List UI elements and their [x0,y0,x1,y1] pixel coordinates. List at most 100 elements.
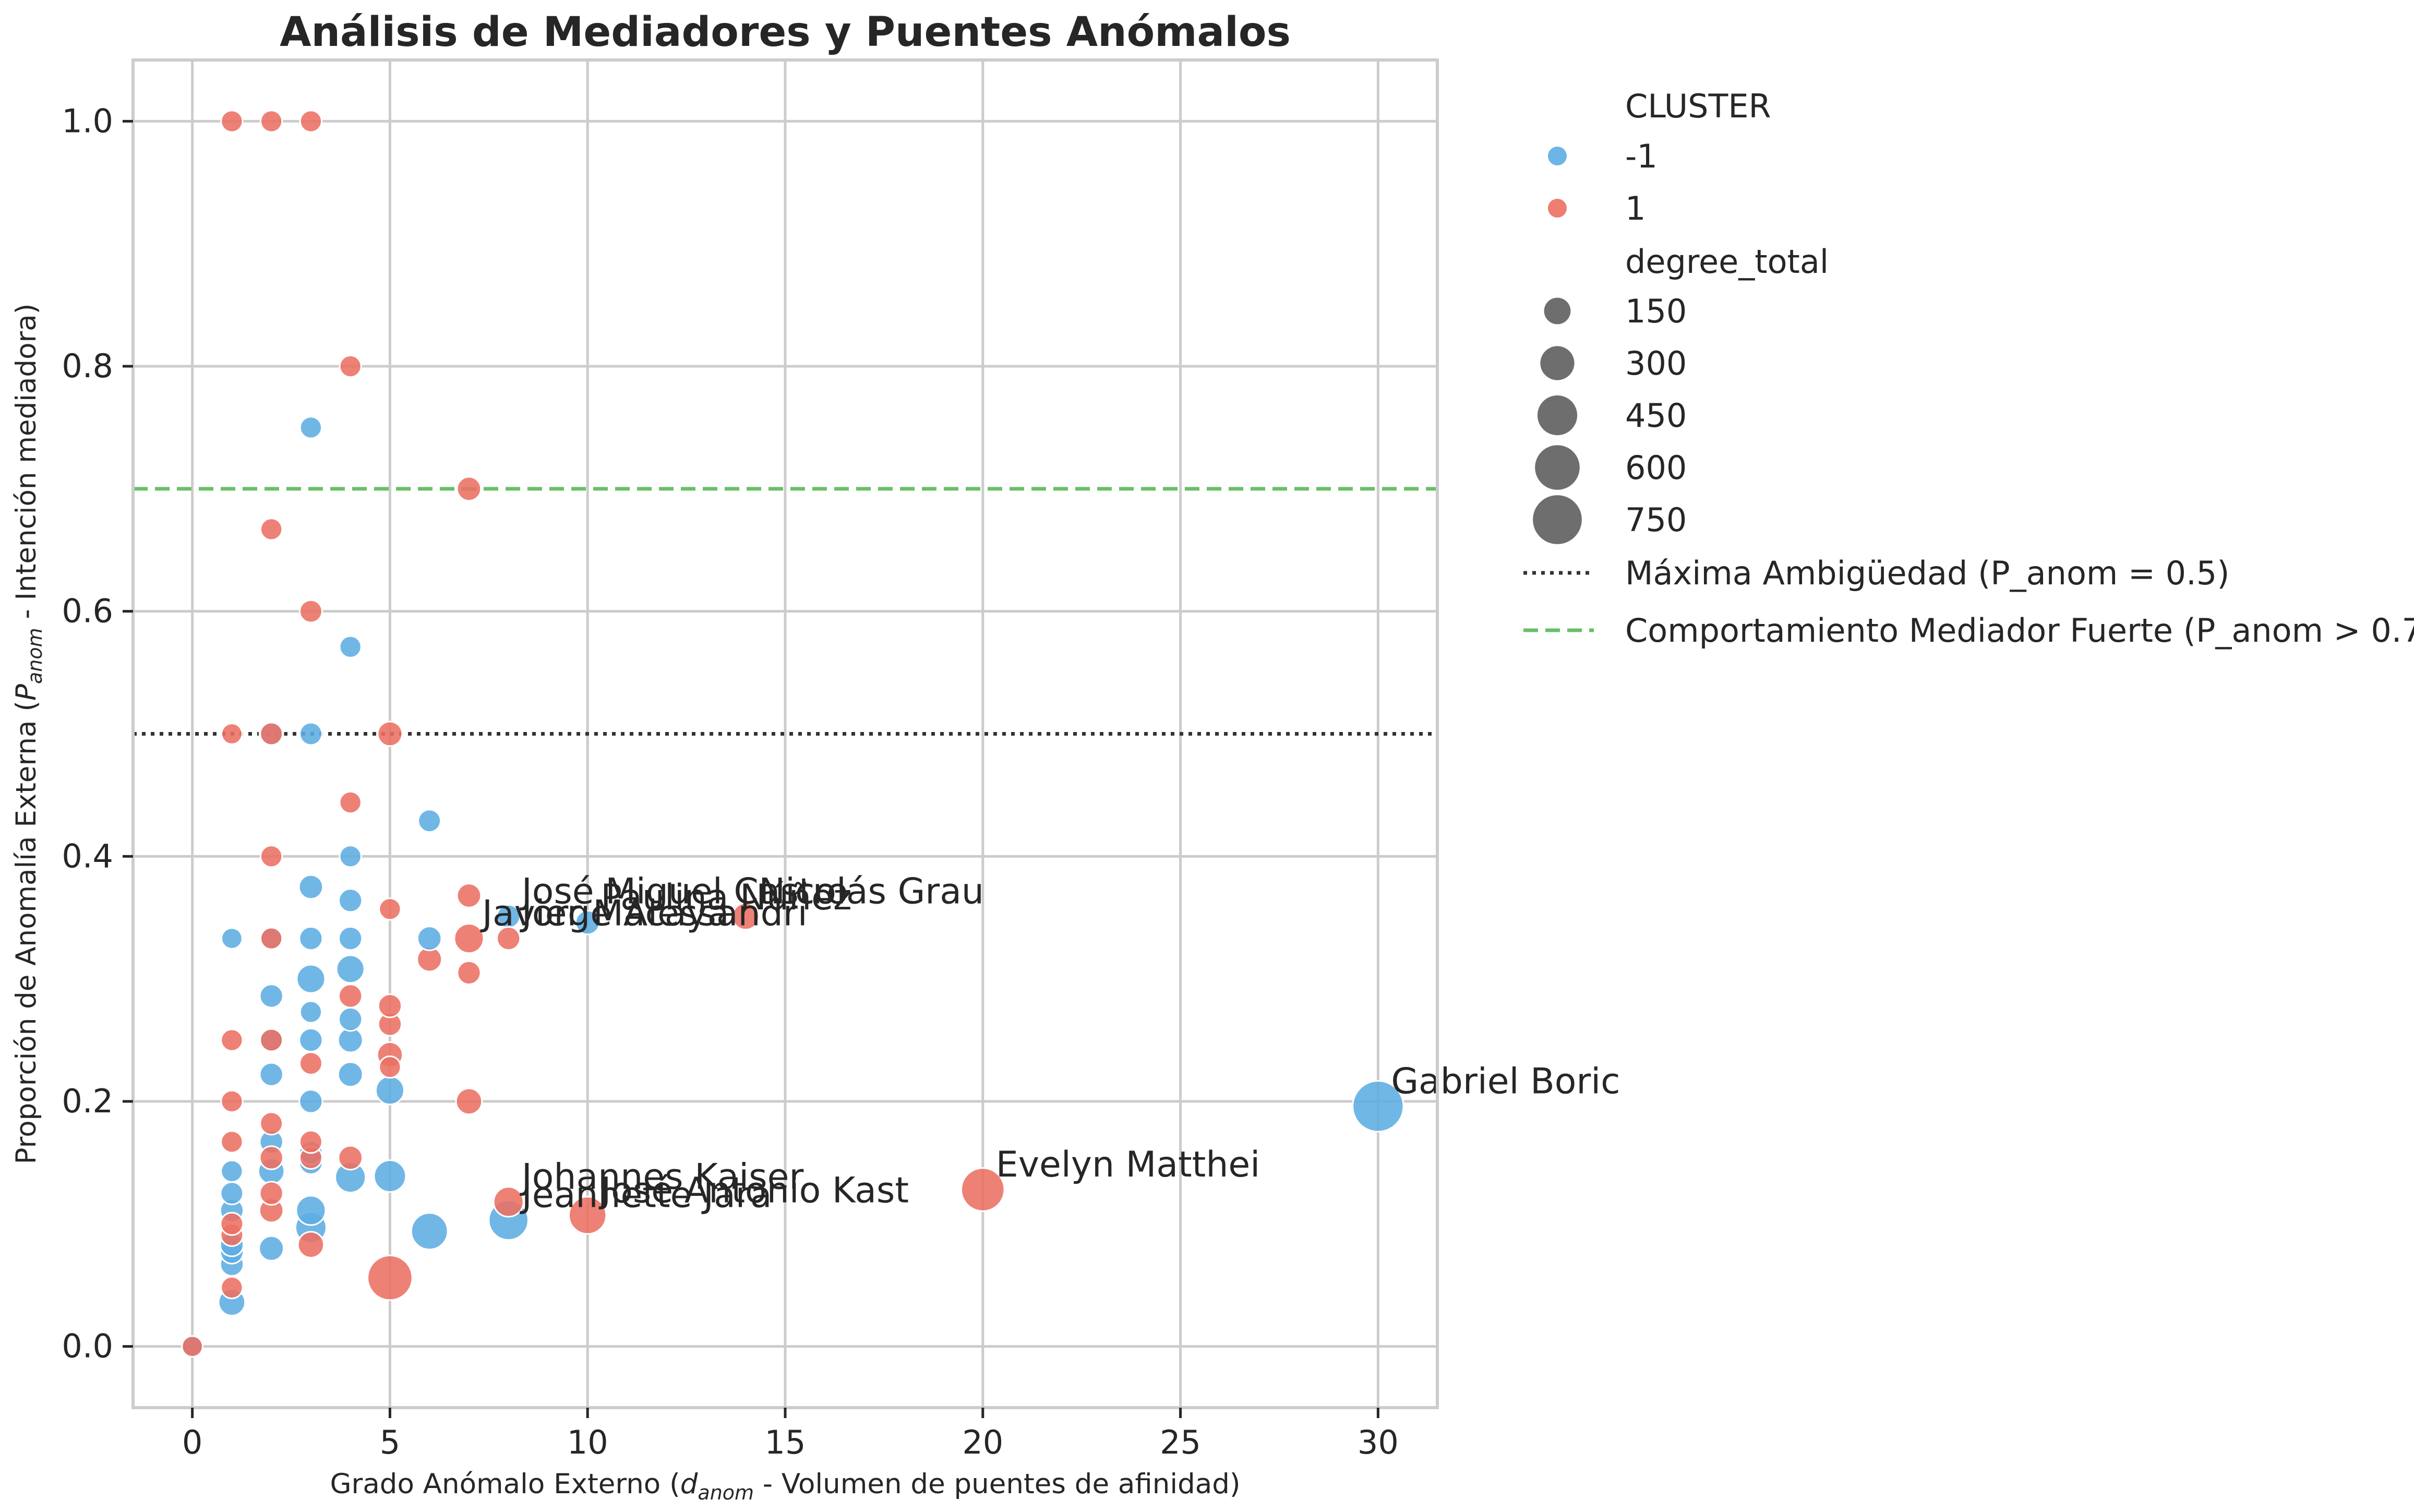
legend-size-label: 600 [1625,449,1687,487]
data-point-cluster-neg1 [295,1195,327,1226]
data-point-cluster-1 [455,1087,483,1115]
x-tick-label: 20 [962,1423,1003,1461]
legend-size-title: degree_total [1625,243,1829,281]
legend-size-label: 300 [1625,344,1687,382]
data-point-cluster-neg1 [339,635,362,658]
data-point-cluster-neg1 [221,927,243,950]
data-point-cluster-neg1 [298,874,324,900]
points-layer [181,110,1404,1358]
data-point-cluster-1 [493,1186,524,1218]
data-point-cluster-neg1 [338,926,363,951]
data-point-cluster-neg1 [339,845,362,868]
legend-size-marker [1535,445,1580,490]
data-point-cluster-1 [259,1111,284,1136]
data-point-cluster-1 [453,923,485,954]
annotations-layer: Gabriel Boric Evelyn Matthei José Antonio … [480,871,1620,1216]
x-axis-label-part2: - Volumen de puentes de afinidad) [754,1468,1240,1500]
point-annotation: Evelyn Matthei [996,1144,1260,1185]
x-tick-label: 10 [567,1423,608,1461]
data-point-cluster-1 [496,926,521,951]
data-point-cluster-1 [220,1028,244,1052]
tick-layer: 0 5 10 15 20 25 30 0.0 0.2 0.4 0.6 0.8 1.0 [62,102,1398,1461]
data-point-cluster-1 [259,518,283,541]
data-point-cluster-neg1 [220,1159,244,1183]
data-point-cluster-1 [259,1181,284,1206]
legend-cluster-label: -1 [1625,137,1658,175]
x-tick-label: 15 [765,1423,806,1461]
x-axis-label-subscript: anom [698,1481,754,1504]
data-point-cluster-neg1 [337,1061,364,1088]
data-point-cluster-1 [568,1196,607,1235]
data-point-cluster-neg1 [417,809,442,833]
data-point-cluster-1 [220,1130,244,1154]
data-point-cluster-1 [378,897,402,921]
data-point-cluster-neg1 [338,888,363,913]
legend-size-label: 450 [1625,397,1687,435]
data-point-cluster-1 [259,1028,284,1052]
data-point-cluster-1 [960,1167,1005,1212]
data-point-cluster-1 [298,599,323,623]
y-tick-label: 0.8 [62,347,113,385]
data-point-cluster-1 [456,883,482,908]
x-tick-label: 25 [1160,1423,1201,1461]
y-axis-label-part1: Proporción de Anomalía Externa ( [10,701,42,1164]
data-point-cluster-1 [297,1231,325,1258]
x-tick-label: 5 [380,1423,400,1461]
reference-lines [133,487,1437,736]
data-point-cluster-neg1 [338,1006,363,1032]
data-point-cluster-1 [220,110,244,133]
data-point-cluster-1 [298,1051,323,1076]
data-point-cluster-1 [338,1145,364,1171]
data-point-cluster-neg1 [259,1062,284,1087]
data-point-cluster-1 [221,723,243,745]
data-point-cluster-1 [299,110,323,133]
data-point-cluster-1 [457,960,482,986]
data-point-cluster-1 [220,1211,244,1236]
legend-hue-title: CLUSTER [1625,87,1771,125]
data-point-cluster-1 [220,1089,244,1113]
data-point-cluster-neg1 [259,983,284,1009]
data-point-cluster-1 [456,476,482,502]
legend-cluster-marker [1547,146,1568,166]
data-point-cluster-neg1 [220,1181,244,1206]
y-axis-label-part2: - Intención mediadora) [10,304,42,628]
legend: CLUSTER -1 1 degree_total 150 300 450 600 750 Máx… [1523,87,2414,650]
x-axis-label-part1: Grado Anómalo Externo ( [330,1468,680,1500]
data-point-cluster-1 [367,1254,413,1301]
point-annotation: Javier Macaya [480,893,729,934]
y-tick-label: 0.6 [62,592,113,630]
point-annotation: Paulina Núñez [601,877,851,918]
data-point-cluster-1 [731,902,760,931]
legend-size-marker [1540,346,1575,380]
data-point-cluster-neg1 [258,1235,285,1262]
y-tick-label: 0.2 [62,1082,113,1120]
legend-size-label: 750 [1625,501,1687,539]
data-point-cluster-1 [181,1335,204,1358]
data-point-cluster-1 [259,927,283,950]
data-point-cluster-neg1 [1352,1080,1404,1133]
data-point-cluster-neg1 [298,1089,323,1114]
legend-line-label: Comportamiento Mediador Fuerte (P_anom >… [1625,611,2414,650]
x-axis-label-symbol: d [680,1468,698,1500]
data-point-cluster-1 [298,1130,323,1154]
data-point-cluster-1 [377,993,403,1018]
x-axis-label: Grado Anómalo Externo (danom - Volumen d… [330,1468,1240,1504]
data-point-cluster-1 [338,983,363,1009]
x-tick-label: 0 [182,1423,202,1461]
point-annotation: José Antonio Kast [598,1170,909,1211]
y-axis-label-symbol: P [10,684,42,701]
point-annotation: Johannes Kaiser [520,1157,804,1198]
legend-size-label: 150 [1625,292,1687,330]
x-tick-label: 30 [1358,1423,1399,1461]
data-point-cluster-neg1 [298,722,323,746]
data-point-cluster-1 [378,1055,402,1079]
data-point-cluster-neg1 [416,926,442,952]
legend-cluster-marker [1547,198,1568,219]
y-tick-label: 0.4 [62,837,113,875]
data-point-cluster-neg1 [335,954,365,984]
data-point-cluster-1 [339,354,362,378]
data-point-cluster-1 [339,790,362,814]
data-point-cluster-neg1 [375,1075,405,1106]
